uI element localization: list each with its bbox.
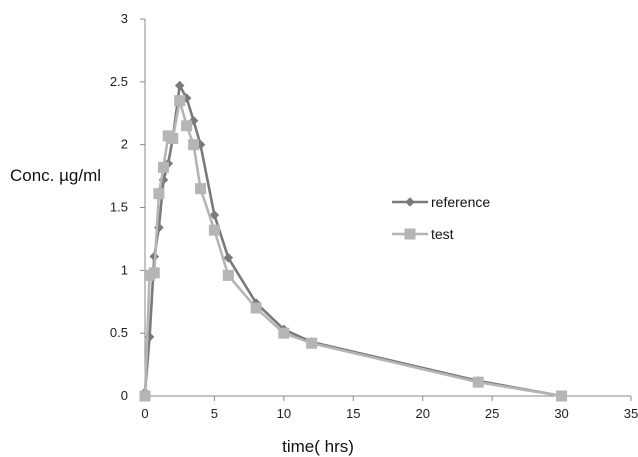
series-group xyxy=(139,80,568,402)
series-test xyxy=(139,95,568,402)
legend-marker-reference xyxy=(405,197,415,207)
legend: reference test xyxy=(392,194,490,242)
data-point-reference xyxy=(195,139,206,150)
y-tick-label: 1.5 xyxy=(110,200,128,215)
data-point-test xyxy=(306,337,318,349)
series-line-reference xyxy=(143,84,562,398)
data-point-test xyxy=(139,390,151,402)
data-point-test xyxy=(222,269,234,281)
y-tick-label: 0.5 xyxy=(110,325,128,340)
y-tick-label: 2 xyxy=(121,137,128,152)
legend-marker-test xyxy=(404,228,416,240)
data-point-test xyxy=(181,120,193,132)
y-axis-title: Conc. µg/ml xyxy=(10,166,101,185)
y-tick-label: 0 xyxy=(121,388,128,403)
data-point-test xyxy=(195,183,207,195)
data-point-test xyxy=(167,132,179,144)
x-tick-label: 20 xyxy=(415,406,429,421)
data-point-test xyxy=(157,161,169,173)
data-point-reference xyxy=(144,332,155,342)
data-point-test xyxy=(148,267,160,279)
x-axis-title: time( hrs) xyxy=(282,437,354,456)
legend-item-reference: reference xyxy=(392,194,490,210)
legend-item-test: test xyxy=(392,226,454,242)
data-point-test xyxy=(278,327,290,339)
data-point-test xyxy=(208,224,220,236)
data-point-reference xyxy=(209,210,220,220)
y-tick-label: 1 xyxy=(121,262,128,277)
x-tick-label: 25 xyxy=(485,406,499,421)
axes xyxy=(140,18,632,401)
data-point-reference xyxy=(223,252,234,263)
x-tick-label: 30 xyxy=(554,406,568,421)
data-point-test xyxy=(556,390,568,402)
x-tick-label: 35 xyxy=(624,406,638,421)
y-tick-label: 2.5 xyxy=(110,74,128,89)
data-point-reference xyxy=(181,93,192,103)
y-tick-label: 3 xyxy=(121,11,128,26)
data-point-test xyxy=(472,376,484,388)
x-tick-label: 5 xyxy=(211,406,218,421)
data-point-reference xyxy=(174,80,185,91)
data-point-test xyxy=(153,188,165,200)
data-point-test xyxy=(174,95,186,107)
legend-label-test: test xyxy=(431,226,454,242)
data-point-test xyxy=(188,139,200,151)
x-tick-label: 10 xyxy=(277,406,291,421)
x-tick-label: 15 xyxy=(346,406,360,421)
data-point-test xyxy=(250,302,262,314)
tick-labels: 0 5 10 15 20 25 30 35 0 0.5 1 1.5 2 2.5 3 xyxy=(110,11,638,421)
series-line-test xyxy=(143,99,562,398)
data-point-reference xyxy=(188,115,199,126)
legend-label-reference: reference xyxy=(431,194,490,210)
x-tick-label: 0 xyxy=(141,406,148,421)
